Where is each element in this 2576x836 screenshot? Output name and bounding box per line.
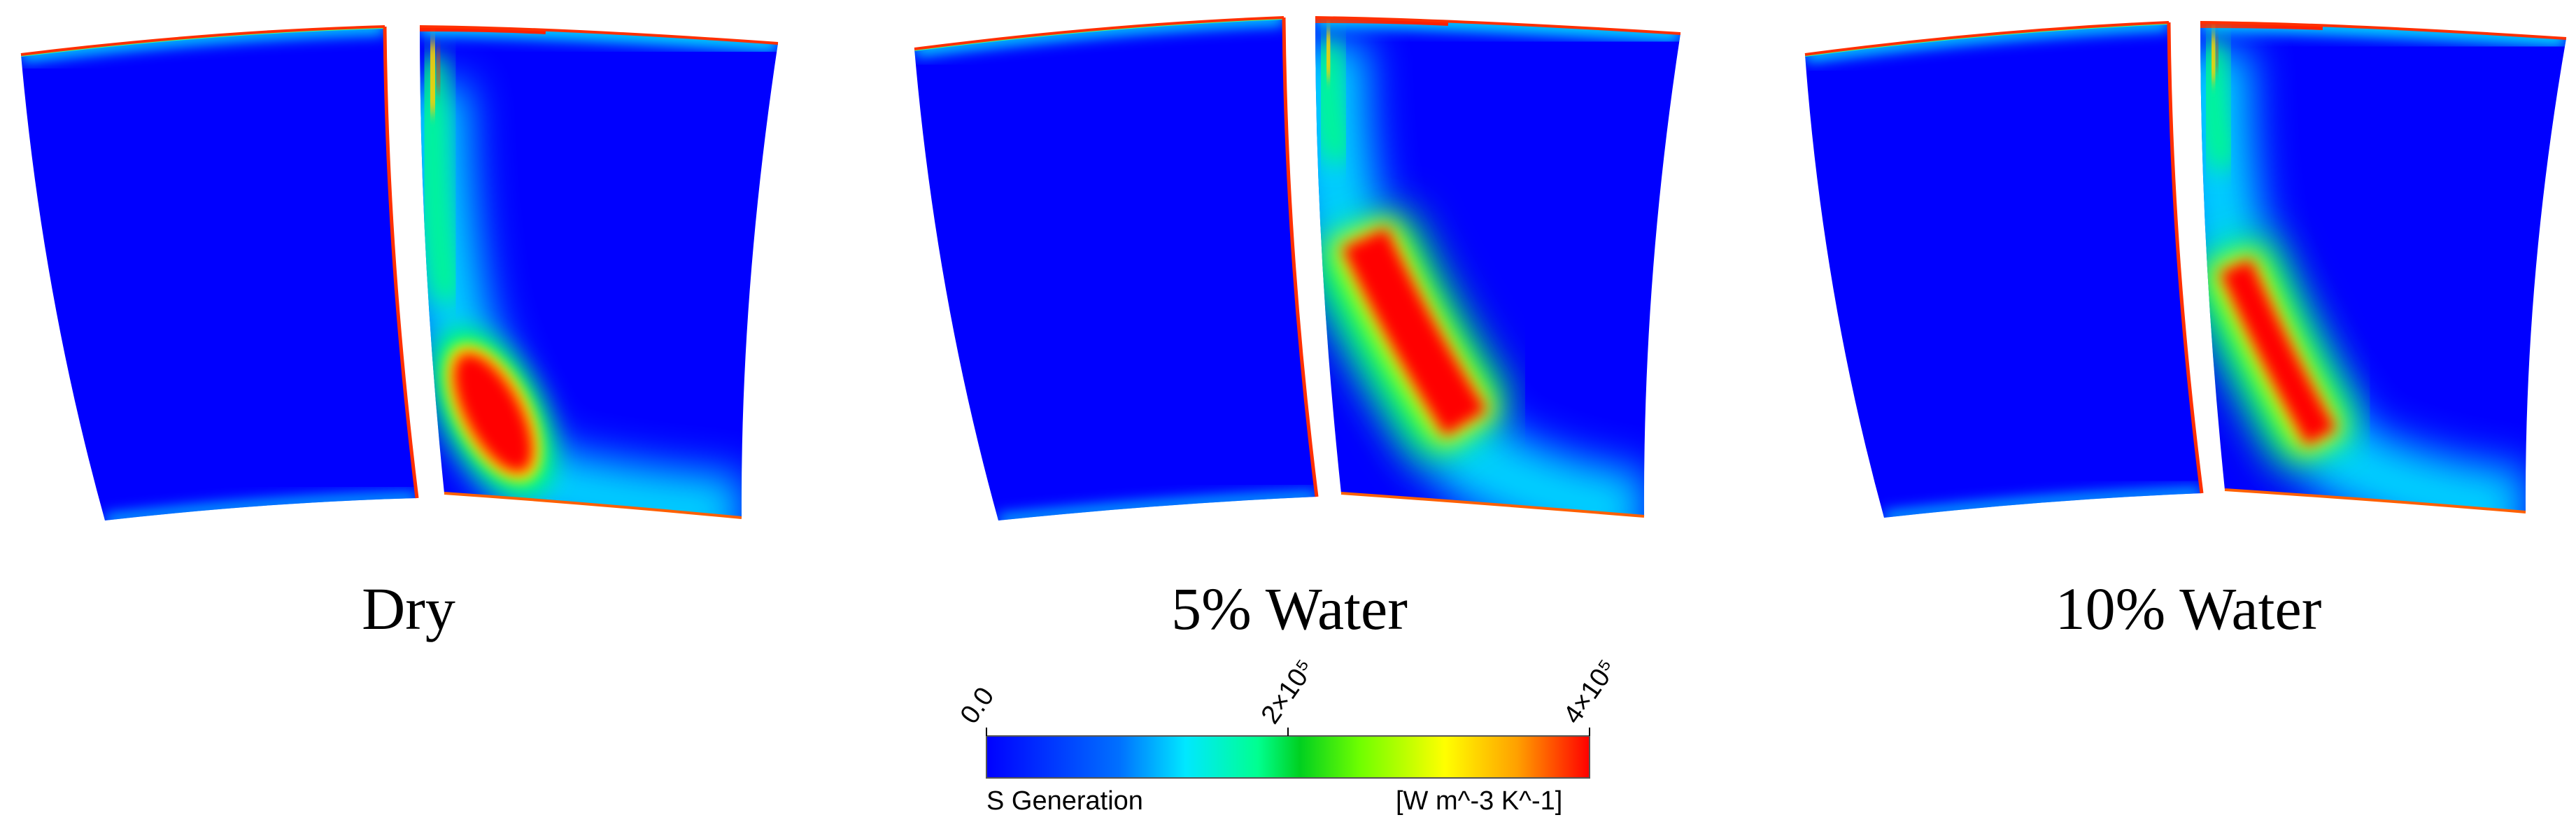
blade-passage-right-10-water [2200,22,2566,512]
contour-panel-5-water [914,16,1681,520]
colorbar-gradient [986,735,1590,779]
blade-passage-left-dry [21,27,417,520]
colorbar-variable-label: S Generation [986,786,1143,816]
caption-10-water: 10% Water [2055,575,2322,642]
colorbar-unit-label: [W m^-3 K^-1] [1396,786,1563,816]
colorbar [986,728,1590,779]
contour-panel-dry [20,25,779,520]
blade-passage-right-5-water [1315,17,1680,516]
blade-passage-left-10-water [1805,22,2202,518]
blade-passage-left-5-water [914,17,1317,520]
caption-dry: Dry [362,575,455,642]
caption-5-water: 5% Water [1171,575,1408,642]
blade-passage-right-dry [420,27,778,518]
contour-panel-10-water [1804,21,2567,518]
